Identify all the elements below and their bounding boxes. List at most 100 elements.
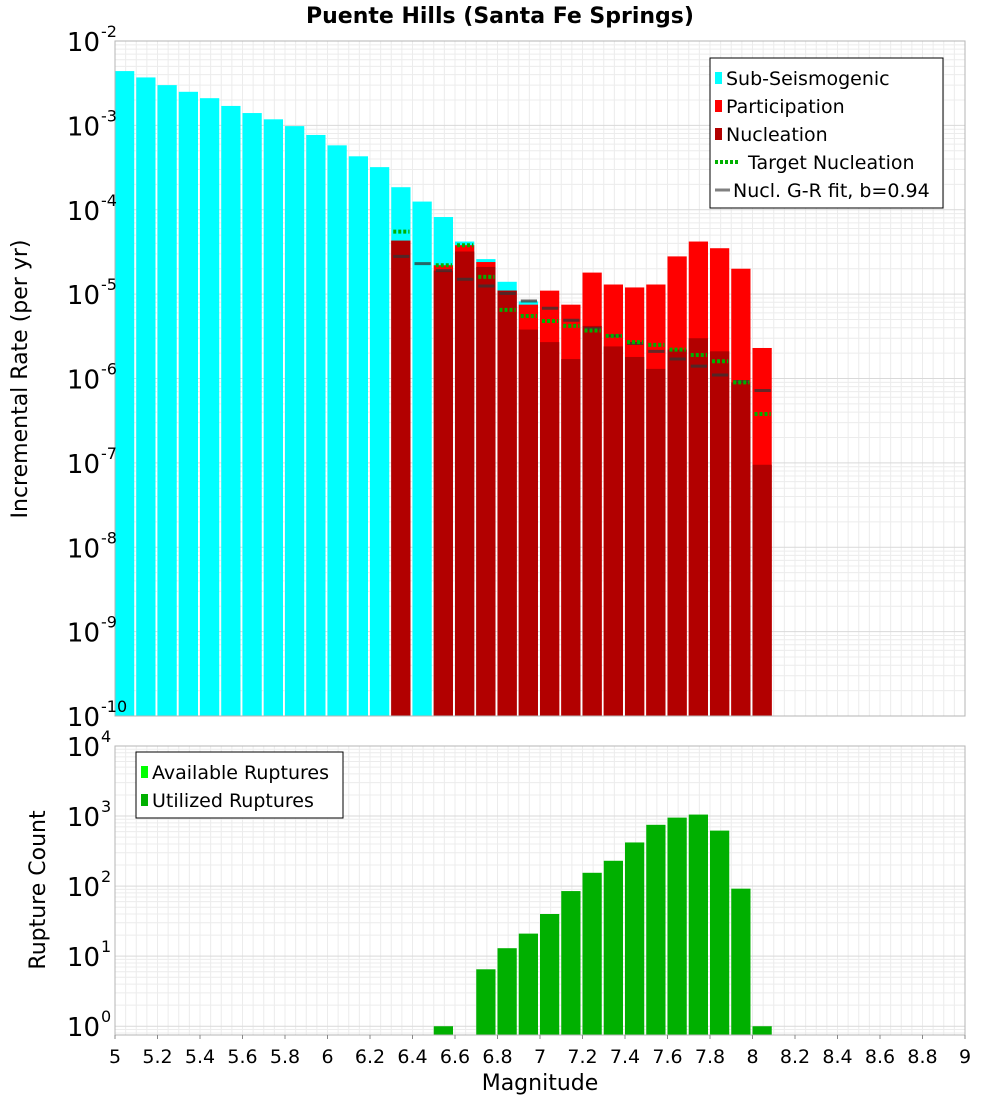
utilized-ruptures-bar [752,1026,772,1035]
y-tick-label: 10 [67,619,100,649]
x-tick-label: 6.8 [482,1046,512,1068]
plot-border [114,40,966,717]
y-tick-exponent: -7 [101,444,117,463]
x-tick-label: 6 [321,1046,333,1068]
sub-seismogenic-bar [136,77,156,716]
sub-seismogenic-bar [412,201,432,716]
y-tick-label: 10 [67,450,100,480]
y-tick-exponent: 1 [101,937,111,956]
nucleation-bar [391,240,411,717]
utilized-ruptures-bar [646,824,666,1035]
utilized-ruptures-bar [667,817,687,1035]
utilized-ruptures-bar [603,860,623,1035]
nucleation-bar [582,325,602,716]
y-tick-label: 10 [67,534,100,564]
x-axis-label: Magnitude [482,1071,599,1096]
nucleation-bar [433,270,453,716]
sub-seismogenic-bar [285,126,305,717]
legend-label: Participation [726,96,845,118]
x-tick-label: 7 [534,1046,546,1068]
x-tick-label: 5.2 [142,1046,172,1068]
utilized-ruptures-bar [710,830,730,1035]
y-axis-label: Incremental Rate (per yr) [8,240,33,519]
utilized-ruptures-bar [433,1026,453,1035]
x-tick-label: 6.6 [440,1046,470,1068]
y-tick-label: 10 [67,873,100,903]
sub-seismogenic-bar [178,91,198,716]
y-tick-exponent: -6 [101,360,117,379]
nucleation-bar [646,368,666,716]
x-tick-label: 8.4 [822,1046,852,1068]
y-tick-label: 10 [67,197,100,227]
y-tick-label: 10 [67,703,100,733]
legend-box [135,751,344,819]
utilized-ruptures-bar [497,948,517,1035]
legend-swatch [141,794,148,806]
nucleation-bar [518,329,538,716]
legend-swatch [715,100,722,112]
y-tick-exponent: -5 [101,275,117,294]
nucleation-bar [710,351,730,716]
x-tick-label: 7.6 [652,1046,682,1068]
x-tick-label: 7.8 [695,1046,725,1068]
utilized-ruptures-bar [582,872,602,1035]
y-tick-label: 10 [67,943,100,973]
utilized-ruptures-bar [561,891,581,1035]
y-tick-exponent: -9 [101,613,117,632]
x-tick-label: 5.4 [185,1046,215,1068]
utilized-ruptures-bar [625,842,645,1035]
sub-seismogenic-bar [263,119,283,717]
sub-seismogenic-bar [221,105,241,717]
nucleation-bar [752,464,772,716]
x-tick-label: 8 [746,1046,758,1068]
sub-seismogenic-bar [327,145,347,717]
y-tick-exponent: 4 [101,727,111,746]
nucleation-bar [561,359,581,716]
y-tick-exponent: 2 [101,867,111,886]
x-tick-label: 6.4 [397,1046,427,1068]
y-tick-exponent: -10 [101,697,127,716]
sub-seismogenic-bar [242,113,262,716]
x-tick-label: 9 [959,1046,971,1068]
x-tick-label: 6.2 [355,1046,385,1068]
y-tick-exponent: 3 [101,797,111,816]
sub-seismogenic-bar [115,71,135,716]
legend-swatch [715,128,722,140]
y-tick-exponent: -2 [101,22,117,41]
utilized-ruptures-bar [476,969,496,1035]
y-tick-label: 10 [67,1013,100,1043]
legend-box [709,57,944,209]
sub-seismogenic-bar [348,156,368,717]
legend-swatch [715,72,722,84]
y-tick-label: 10 [67,281,100,311]
nucleation-bar [476,266,496,716]
x-tick-label: 8.6 [865,1046,895,1068]
x-tick-label: 5 [109,1046,121,1068]
nucleation-bar [688,338,708,716]
y-tick-exponent: -8 [101,528,117,547]
nucleation-bar [667,349,687,716]
utilized-ruptures-bar [518,933,538,1035]
legend-label: Nucleation [726,124,828,146]
y-tick-exponent: -4 [101,191,117,210]
y-axis-label: Rupture Count [26,810,51,970]
x-tick-label: 8.2 [780,1046,810,1068]
legend-label: Utilized Ruptures [152,790,314,812]
y-tick-label: 10 [67,28,100,58]
nucleation-bar [497,290,517,716]
legend-label: Target Nucleation [747,152,915,174]
nucleation-bar [540,342,560,716]
y-tick-label: 10 [67,112,100,142]
x-tick-label: 5.6 [227,1046,257,1068]
y-tick-label: 10 [67,733,100,763]
y-tick-exponent: 0 [101,1007,111,1026]
nucleation-bar [603,346,623,716]
legend-swatch [141,766,148,778]
nucleation-bar [625,356,645,716]
legend-label: Nucl. G-R fit, b=0.94 [733,180,930,202]
sub-seismogenic-bar [157,85,177,716]
